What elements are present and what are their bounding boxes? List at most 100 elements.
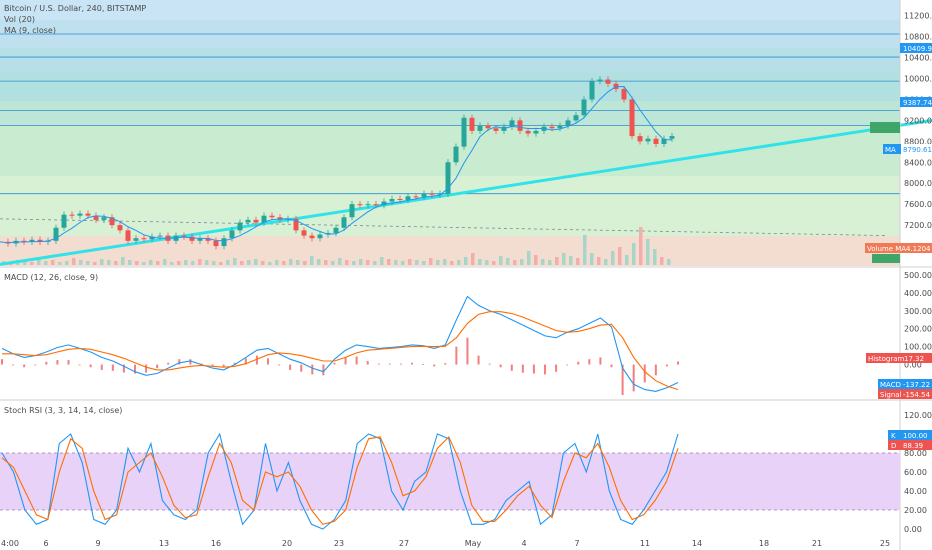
volume-ma-label: Volume MA — [867, 245, 906, 253]
dashed-line — [0, 218, 887, 236]
volume-bar-64 — [450, 261, 454, 265]
macd-hist-bar-37 — [411, 362, 414, 365]
stoch-tick-6: 0.00 — [904, 525, 922, 534]
histogram-tag-value: 17.32 — [904, 355, 924, 363]
trend-line — [0, 118, 932, 266]
candle-body-8 — [61, 214, 67, 228]
volume-bar-46 — [324, 260, 328, 265]
macd-hist-bar-59 — [654, 364, 657, 376]
macd-hist-bar-14 — [156, 364, 159, 369]
macd-hist-bar-54 — [599, 357, 602, 365]
candle-body-25 — [197, 238, 203, 241]
ma-tag-value: 8790.61 — [903, 146, 932, 154]
macd-hist-bar-46 — [510, 364, 513, 371]
d-tag: D 88.39 — [888, 440, 932, 450]
time-tick-9: 4 — [521, 539, 526, 548]
volume-bar-75 — [527, 251, 531, 265]
stoch-tick-0: 120.00 — [904, 411, 932, 420]
volume-bar-94 — [660, 257, 664, 265]
price-tick-10: 7200.00 — [904, 221, 932, 230]
candle-body-17 — [133, 238, 139, 241]
volume-bar-21 — [149, 260, 153, 265]
volume-bar-19 — [135, 261, 139, 265]
candle-body-38 — [301, 230, 307, 236]
volume-bar-4 — [30, 262, 34, 265]
time-tick-13: 18 — [759, 539, 769, 548]
macd-histogram — [1, 337, 679, 395]
volume-bar-51 — [359, 259, 363, 265]
macd-hist-bar-60 — [665, 364, 668, 367]
macd-hist-bar-9 — [100, 364, 103, 370]
candle-body-53 — [421, 193, 427, 197]
time-tick-8: May — [465, 539, 482, 548]
volume-bar-88 — [618, 247, 622, 265]
macd-hist-bar-6 — [67, 360, 70, 365]
volume-bar-48 — [338, 258, 342, 265]
macd-hist-bar-41 — [455, 346, 458, 365]
macd-hist-bar-40 — [444, 363, 447, 365]
histogram-tag-label: Histogram — [868, 355, 904, 363]
stoch-series-1 — [1, 435, 679, 525]
macd-hist-bar-20 — [222, 364, 225, 368]
macd-hist-bar-49 — [544, 364, 547, 375]
time-tick-11: 11 — [640, 539, 650, 548]
volume-bar-53 — [373, 261, 377, 265]
d-tag-label: D — [891, 442, 896, 450]
volume-ma-tag: Volume MA 4.1204 — [865, 243, 932, 253]
volume-bar-43 — [303, 261, 307, 265]
candle-body-70 — [557, 125, 563, 129]
macd-hist-bar-13 — [145, 364, 148, 373]
candle-body-83 — [661, 138, 667, 144]
macd-hist-bar-51 — [566, 364, 569, 366]
macd-series-0 — [1, 295, 679, 392]
volume-bar-77 — [541, 259, 545, 265]
macd-hist-bar-5 — [56, 360, 59, 365]
candle-body-41 — [325, 232, 331, 235]
macd-hist-bar-32 — [355, 356, 358, 365]
volume-bar-86 — [604, 259, 608, 265]
macd-hist-bar-61 — [677, 361, 679, 365]
volume-bar-80 — [562, 253, 566, 265]
candle-body-30 — [237, 222, 243, 231]
macd-hist-bar-21 — [233, 362, 236, 365]
macd-hist-bar-3 — [34, 364, 37, 366]
candle-body-79 — [629, 99, 635, 137]
macd-hist-bar-27 — [300, 364, 303, 372]
volume-bar-49 — [345, 260, 349, 265]
volume-bar-61 — [429, 258, 433, 265]
macd-legend: MACD (12, 26, close, 9) — [4, 273, 99, 282]
volume-bar-60 — [422, 261, 426, 265]
volume-bar-13 — [93, 262, 97, 265]
volume-bar-23 — [163, 259, 167, 265]
volume-bar-9 — [65, 261, 69, 265]
current-price-box — [870, 122, 900, 133]
candle-body-65 — [517, 120, 523, 131]
signal-tag-label: Signal — [880, 391, 902, 399]
macd-hist-bar-39 — [433, 364, 436, 367]
candle-body-12 — [93, 215, 99, 220]
candle-body-39 — [309, 235, 315, 239]
candle-body-29 — [229, 230, 235, 239]
candle-body-13 — [101, 217, 107, 220]
macd-hist-bar-16 — [178, 359, 181, 365]
candle-body-44 — [349, 204, 355, 218]
dashed-trend — [0, 218, 887, 236]
k-tag: K 100.00 — [888, 430, 932, 440]
candle-body-27 — [213, 240, 219, 247]
candle-body-26 — [205, 238, 211, 241]
price-tick-3: 10000.00 — [904, 75, 932, 84]
candle-body-55 — [437, 193, 443, 195]
volume-bar-45 — [317, 259, 321, 265]
macd-hist-bar-47 — [521, 364, 524, 373]
histogram-tag: Histogram 17.32 — [866, 353, 932, 363]
volume-bar-12 — [86, 261, 90, 265]
macd-hist-bar-4 — [45, 361, 48, 365]
macd-series-1 — [2, 311, 679, 391]
candle-body-5 — [37, 239, 43, 242]
macd-hist-bar-56 — [621, 364, 624, 395]
volume-bar-29 — [205, 260, 209, 265]
volume-bar-90 — [632, 243, 636, 265]
d-tag-value: 88.39 — [903, 442, 923, 450]
stoch-tick-4: 40.00 — [904, 487, 927, 496]
macd-hist-bar-1 — [12, 364, 15, 366]
